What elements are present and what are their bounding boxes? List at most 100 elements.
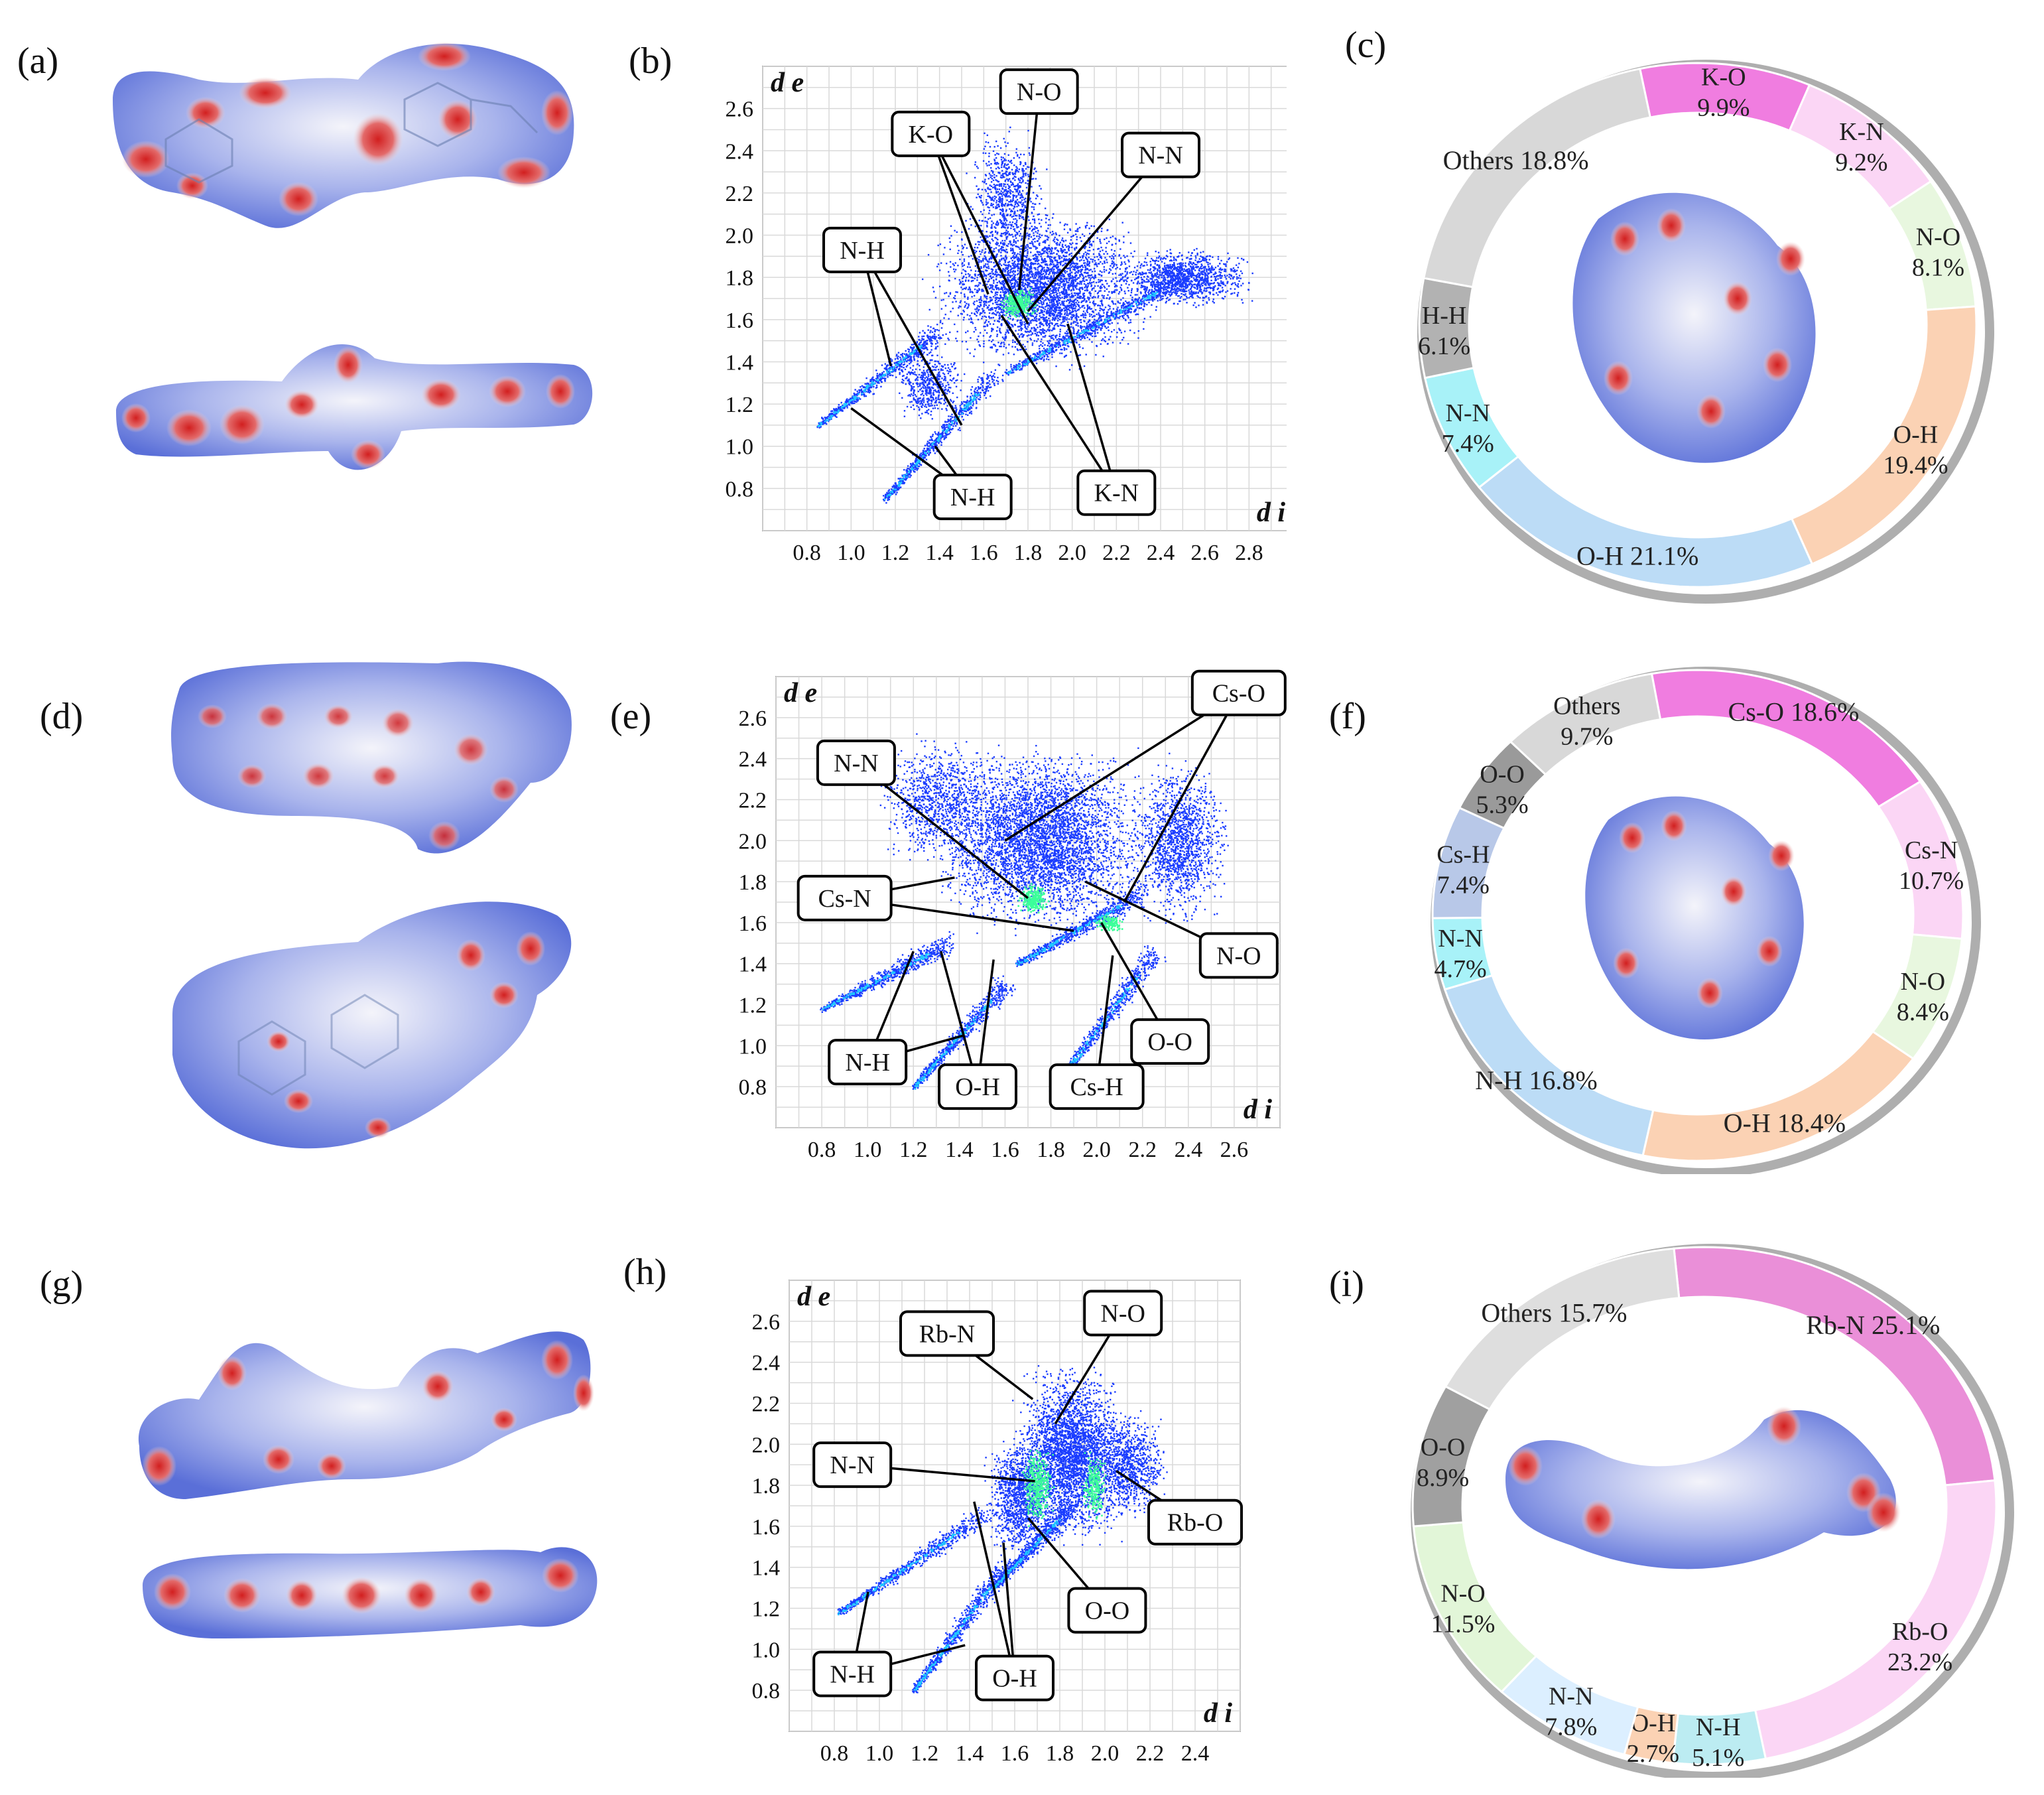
y-tick-label: 1.4	[739, 953, 767, 977]
hirshfeld-surface-d-bottom	[172, 901, 572, 1149]
panel-label-b: (b)	[629, 40, 672, 82]
x-tick-label: 1.0	[865, 1741, 894, 1766]
x-tick-label: 1.2	[899, 1138, 928, 1162]
x-tick-label: 2.4	[1147, 541, 1175, 565]
x-tick-label: 2.0	[1091, 1741, 1119, 1766]
annotation-n-h: N-H	[828, 951, 964, 1086]
annotation-n-o: N-O	[999, 68, 1079, 291]
ring-label-value: 4.7%	[1434, 955, 1486, 983]
y-tick-label: 2.6	[739, 706, 767, 731]
x-tick-label: 2.4	[1175, 1138, 1203, 1162]
annotation-label: N-H	[950, 484, 995, 511]
annotation-n-o: N-O	[1054, 1290, 1163, 1425]
ring-label-name: Cs-N	[1905, 836, 1958, 864]
x-tick-label: 2.6	[1190, 541, 1219, 565]
annotation-label: K-O	[909, 121, 954, 149]
ring-label: Rb-N 25.1%	[1806, 1310, 1940, 1340]
ring-label: N-N 7.8%	[1545, 1682, 1597, 1741]
ring-label-value: 8.4%	[1897, 998, 1949, 1026]
annotation-label: K-N	[1094, 480, 1139, 507]
scatter-points	[816, 126, 1253, 504]
ring-label-text: O-H 21.1%	[1576, 541, 1698, 570]
y-tick-label: 1.2	[726, 393, 754, 417]
x-tick-label: 1.8	[1037, 1138, 1065, 1162]
y-tick-label: 2.4	[726, 139, 754, 164]
y-tick-label: 1.2	[739, 994, 767, 1018]
x-tick-label: 1.8	[1046, 1741, 1074, 1766]
x-tick-label: 1.0	[837, 541, 865, 565]
ring-label-value: 5.3%	[1476, 791, 1528, 819]
ring-label: N-O 8.1%	[1912, 224, 1964, 282]
ring-label-value: 7.4%	[1437, 871, 1490, 899]
ring-label: Others 18.8%	[1443, 145, 1589, 175]
annotation-label: O-H	[955, 1073, 1000, 1101]
ring-chart-i: Rb-N 25.1% Rb-O23.2% N-H 5.1% O-H 2.7% N-N 7.8%…	[1411, 1244, 2014, 1778]
ring-label-value: 5.1%	[1692, 1744, 1744, 1772]
ring-chart-f: Cs-O 18.6% Cs-N 10.7% N-O8.4% O-H 18.4% N-H 1…	[1431, 667, 1981, 1174]
ring-label: K-O 9.9%	[1697, 63, 1750, 121]
ring-label-text: Cs-O 18.6%	[1728, 697, 1860, 727]
y-tick-label: 0.8	[752, 1679, 781, 1703]
annotation-label: O-H	[992, 1665, 1037, 1693]
annotation-o-o: O-O	[1027, 1517, 1147, 1634]
ring-label: O-H 21.1%	[1576, 541, 1698, 570]
ring-label: Others 15.7%	[1481, 1298, 1627, 1328]
y-tick-label: 1.6	[726, 308, 754, 333]
y-tick-label: 2.4	[739, 748, 767, 772]
annotation-label: N-H	[830, 1660, 875, 1688]
x-axis-label: d i	[1204, 1698, 1233, 1729]
ring-label-value: 6.1%	[1418, 332, 1470, 360]
annotation-n-n: N-N	[812, 1441, 1035, 1489]
annotation-label: Cs-O	[1212, 680, 1265, 708]
ring-label: Cs-H 7.4%	[1437, 840, 1490, 899]
x-tick-label: 1.6	[991, 1138, 1019, 1162]
annotation-n-o: N-O	[1084, 880, 1279, 979]
panel-label-a: (a)	[17, 40, 58, 82]
ring-label: O-H 19.4%	[1883, 421, 1948, 479]
y-tick-label: 2.2	[739, 788, 767, 813]
ring-label-text: Others 18.8%	[1443, 145, 1589, 175]
scatter-points	[820, 733, 1229, 1094]
ring-label-value: 10.7%	[1899, 867, 1964, 895]
annotation-label: N-O	[1100, 1299, 1145, 1327]
ring-label-value: 9.7%	[1561, 723, 1613, 751]
ring-label: N-N4.7%	[1434, 925, 1486, 983]
annotation-label: N-O	[1216, 942, 1261, 970]
hirshfeld-surface-a-top	[113, 42, 574, 228]
annotation-o-h: O-H	[938, 951, 1017, 1110]
panel-label-c: (c)	[1345, 24, 1386, 66]
annotation-label: O-O	[1085, 1597, 1130, 1625]
ring-label: Others 9.7%	[1553, 693, 1620, 751]
ring-label-name: Others	[1553, 693, 1620, 720]
x-tick-label: 1.4	[945, 1138, 974, 1162]
y-tick-label: 1.8	[739, 870, 767, 895]
ring-label-name: N-H	[1696, 1713, 1741, 1741]
y-tick-label: 1.8	[726, 266, 754, 291]
annotation-cs-o: Cs-O	[1004, 669, 1287, 903]
ring-label-value: 23.2%	[1887, 1648, 1952, 1676]
ring-label: N-O 11.5%	[1431, 1579, 1496, 1638]
ring-label-value: 8.1%	[1912, 254, 1964, 282]
x-tick-label: 2.4	[1181, 1741, 1210, 1766]
ring-label-name: O-O	[1421, 1433, 1466, 1461]
ring-label-value: 2.7%	[1627, 1740, 1679, 1768]
hirshfeld-surface-d-top	[171, 661, 572, 854]
annotation-label: Rb-N	[919, 1320, 975, 1348]
annotation-k-o: K-O	[891, 110, 1029, 324]
x-tick-label: 1.8	[1014, 541, 1043, 565]
y-tick-label: 2.2	[752, 1392, 781, 1416]
y-tick-label: 0.8	[739, 1075, 767, 1100]
annotation-label: N-N	[1138, 142, 1183, 170]
annotation-label: N-N	[834, 750, 879, 777]
ring-label: N-H 5.1%	[1692, 1713, 1744, 1772]
panel-label-d: (d)	[40, 695, 83, 738]
ring-label: H-H6.1%	[1418, 302, 1470, 360]
annotation-rb-n: Rb-N	[899, 1310, 1034, 1400]
y-tick-label: 1.6	[739, 911, 767, 936]
y-tick-label: 1.4	[752, 1556, 781, 1581]
ring-label-name: N-O	[1440, 1579, 1486, 1607]
x-tick-label: 2.2	[1136, 1741, 1165, 1766]
ring-label: O-H 2.7%	[1627, 1709, 1679, 1768]
annotation-label: N-H	[840, 237, 885, 265]
y-tick-label: 1.6	[752, 1515, 781, 1540]
